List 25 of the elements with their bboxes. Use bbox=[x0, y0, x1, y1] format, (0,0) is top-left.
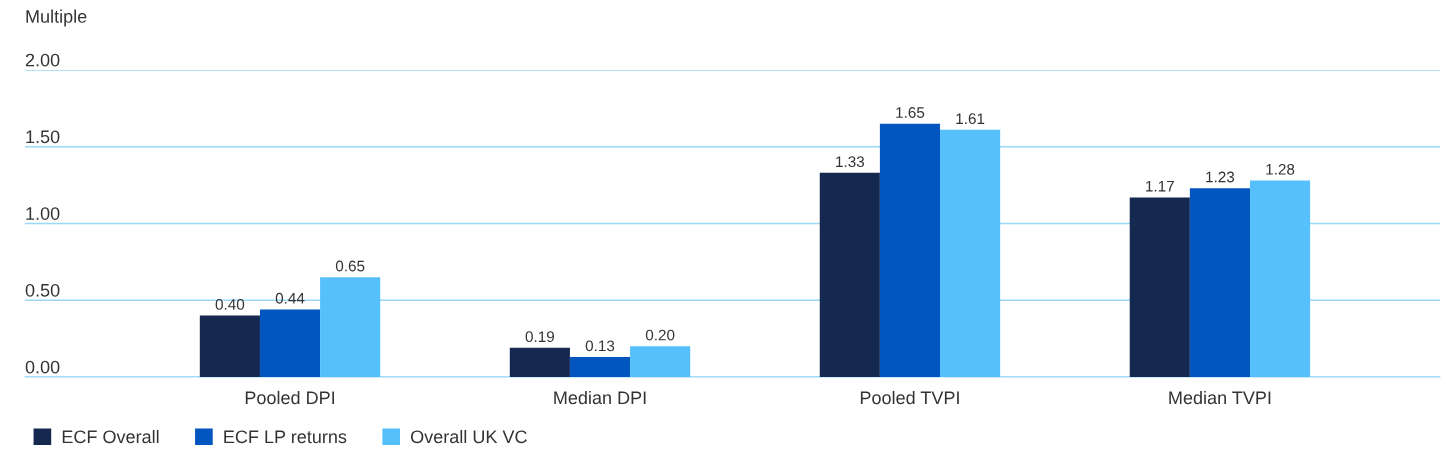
y-axis-title: Multiple bbox=[26, 9, 87, 27]
x-tick-label: Pooled DPI bbox=[245, 390, 335, 405]
data-label: 1.17 bbox=[1146, 180, 1174, 192]
data-label: 1.65 bbox=[896, 107, 925, 118]
data-label: 0.20 bbox=[645, 329, 675, 341]
data-label: 0.44 bbox=[275, 292, 305, 304]
data-label: 0.40 bbox=[215, 298, 245, 310]
x-tick-label: Pooled TVPI bbox=[860, 390, 959, 405]
data-label: 0.65 bbox=[335, 260, 365, 272]
x-tick-label: Median DPI bbox=[554, 390, 646, 405]
data-label: 1.23 bbox=[1206, 171, 1235, 183]
legend-label: ECF Overall bbox=[62, 429, 159, 444]
legend-label: ECF LP returns bbox=[224, 430, 347, 444]
data-label: 1.61 bbox=[956, 113, 985, 125]
y-tick-label: 0.00 bbox=[25, 360, 60, 374]
y-tick-label: 0.50 bbox=[25, 283, 60, 297]
data-label: 1.28 bbox=[1266, 163, 1295, 175]
y-tick-label: 2.00 bbox=[25, 53, 60, 67]
legend-label: Overall UK VC bbox=[410, 429, 527, 444]
x-tick-label: Median TVPI bbox=[1169, 390, 1271, 405]
data-label: 1.33 bbox=[836, 156, 865, 168]
data-label: 0.13 bbox=[585, 340, 615, 352]
y-tick-label: 1.50 bbox=[26, 130, 60, 144]
data-label: 0.19 bbox=[525, 331, 554, 343]
y-tick-label: 1.00 bbox=[26, 207, 60, 220]
